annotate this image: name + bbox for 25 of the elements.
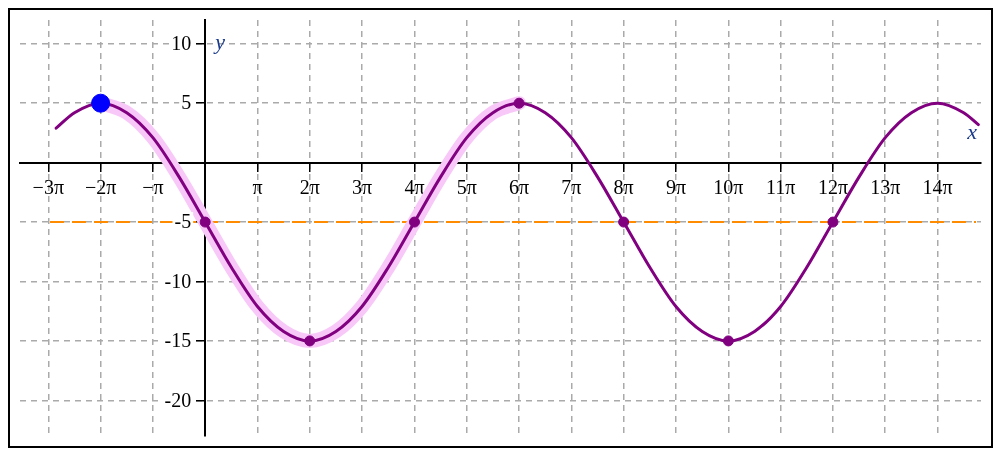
x-tick-label: −3π bbox=[32, 175, 64, 198]
x-tick-label: 11π bbox=[765, 175, 796, 198]
x-tick-label: 10π bbox=[713, 175, 744, 198]
x-tick-label: 14π bbox=[922, 175, 953, 198]
x-tick-label: 12π bbox=[817, 175, 849, 198]
x-tick-label: 4π bbox=[404, 175, 425, 198]
y-tick-label: 5 bbox=[181, 91, 192, 114]
y-tick-label: 10 bbox=[171, 32, 192, 55]
x-tick-label: 7π bbox=[561, 175, 582, 198]
x-tick-label: π bbox=[252, 175, 263, 198]
x-tick-label: 6π bbox=[509, 175, 530, 198]
y-tick-label: -10 bbox=[164, 269, 192, 292]
x-axis-title: x bbox=[966, 119, 978, 145]
x-tick-label: 2π bbox=[299, 175, 320, 198]
x-tick-label: 8π bbox=[613, 175, 634, 198]
x-tick-label: 3π bbox=[351, 175, 373, 198]
x-tick-label: 5π bbox=[456, 175, 477, 198]
y-axis-title: y bbox=[213, 28, 226, 54]
x-tick-label: −π bbox=[142, 175, 164, 198]
x-tick-label: 13π bbox=[870, 175, 901, 198]
y-tick-label: -20 bbox=[164, 388, 192, 411]
y-tick-label: -5 bbox=[174, 210, 192, 233]
x-tick-label: 9π bbox=[665, 175, 686, 198]
x-tick-label: −2π bbox=[84, 175, 117, 198]
y-tick-label: -15 bbox=[164, 329, 192, 352]
